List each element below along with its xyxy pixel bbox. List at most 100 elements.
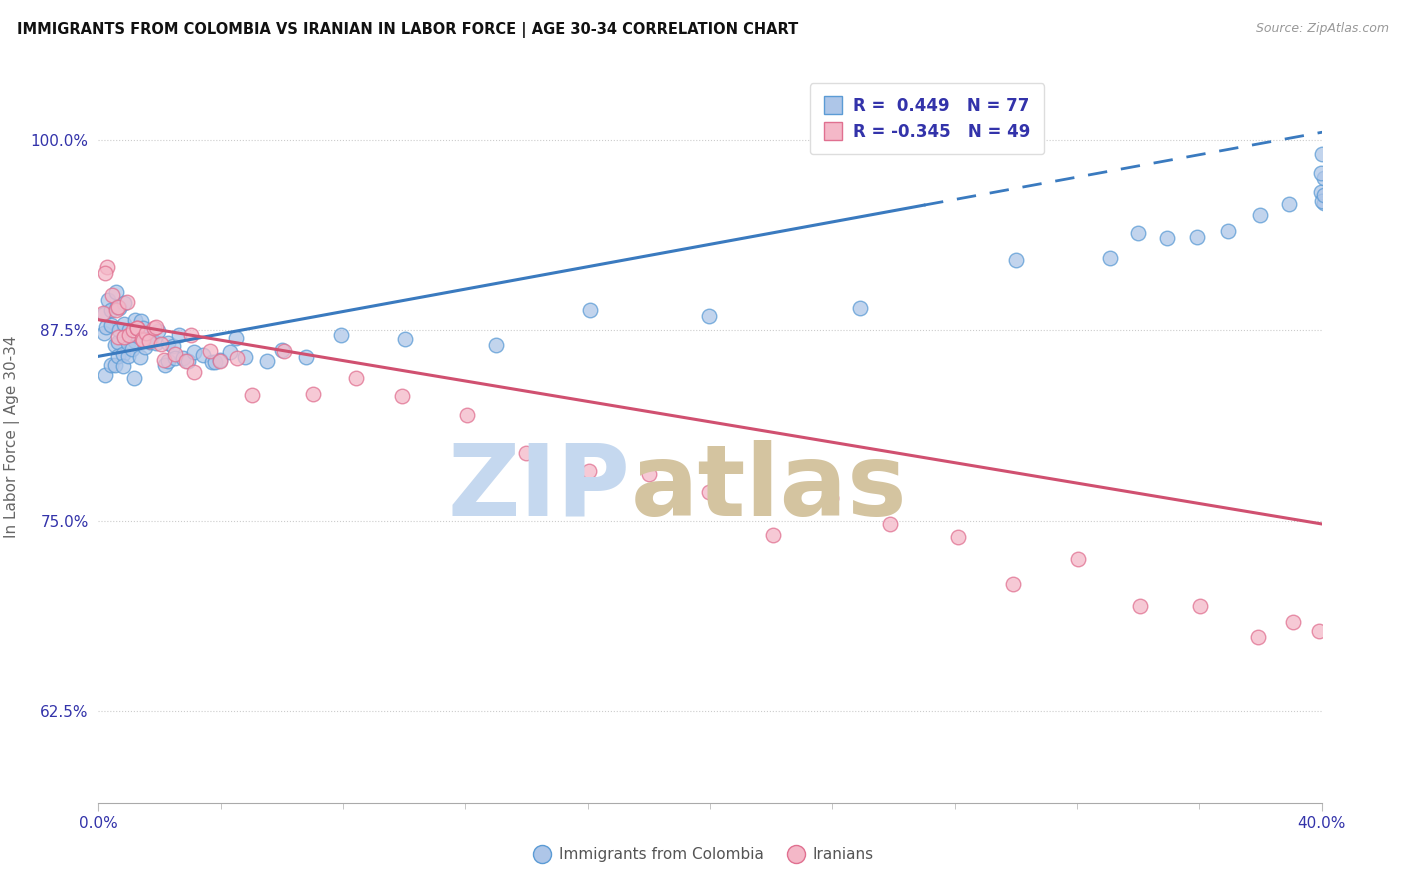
Point [104,303,127,318]
Point [191,348,214,362]
Point [1308,624,1330,638]
Point [153,358,176,372]
Point [117,335,139,350]
Point [456,408,478,422]
Point [183,365,205,379]
Point [135,326,157,341]
Point [256,353,278,368]
Point [1129,599,1152,613]
Point [145,336,167,351]
Text: IMMIGRANTS FROM COLOMBIA VS IRANIAN IN LABOR FORCE | AGE 30-34 CORRELATION CHART: IMMIGRANTS FROM COLOMBIA VS IRANIAN IN L… [17,22,799,38]
Point [515,446,537,460]
Point [697,485,720,500]
Point [125,320,148,334]
Point [124,371,146,385]
Point [1278,197,1301,211]
Point [112,330,135,344]
Point [107,350,129,364]
Point [1313,188,1336,202]
Point [128,350,150,364]
Point [218,345,240,359]
Point [135,328,157,343]
Point [145,319,167,334]
Point [578,464,600,478]
Point [138,334,160,349]
Point [174,353,197,368]
Point [273,343,295,358]
Point [108,323,131,337]
Point [118,323,141,337]
Point [225,351,247,366]
Point [94,266,117,280]
Point [172,351,194,365]
Point [105,300,128,314]
Point [107,300,129,314]
Point [820,491,842,506]
Point [127,321,149,335]
Point [122,326,145,341]
Point [204,355,226,369]
Point [118,328,141,343]
Point [1313,196,1336,211]
Point [208,352,231,367]
Point [115,294,138,309]
Point [485,338,508,352]
Point [180,328,202,343]
Point [1099,252,1122,266]
Point [638,467,661,481]
Point [1249,208,1271,222]
Point [235,351,257,365]
Point [108,301,131,316]
Point [104,338,127,352]
Point [141,331,163,345]
Point [1310,166,1333,180]
Point [1156,231,1178,245]
Point [1067,552,1090,566]
Point [1187,230,1209,244]
Point [124,334,146,348]
Point [142,320,165,334]
Point [100,358,122,372]
Point [104,285,127,299]
Point [1313,170,1336,185]
Point [1218,224,1240,238]
Point [946,530,969,544]
Point [153,352,176,367]
Point [301,387,323,401]
Point [112,317,135,331]
Point [146,324,169,338]
Point [879,516,901,531]
Point [176,353,198,368]
Point [112,359,135,373]
Point [131,333,153,347]
Point [208,353,231,368]
Point [96,320,118,334]
Point [124,313,146,327]
Point [91,306,114,320]
Point [1001,577,1024,591]
Point [201,355,224,369]
Point [1310,194,1333,209]
Point [162,339,184,353]
Point [295,350,318,364]
Point [100,318,122,333]
Point [163,351,186,365]
Point [699,310,721,324]
Point [121,342,143,356]
Point [97,293,120,307]
Point [344,370,367,384]
Point [93,326,115,340]
Point [163,347,186,361]
Point [198,343,221,358]
Point [1310,147,1333,161]
Point [134,340,156,354]
Text: Source: ZipAtlas.com: Source: ZipAtlas.com [1256,22,1389,36]
Point [394,332,416,346]
Point [270,343,292,357]
Point [107,330,129,344]
Point [1126,226,1149,240]
Y-axis label: In Labor Force | Age 30-34: In Labor Force | Age 30-34 [4,335,20,539]
Point [240,387,263,401]
Point [104,358,127,372]
Point [762,527,785,541]
